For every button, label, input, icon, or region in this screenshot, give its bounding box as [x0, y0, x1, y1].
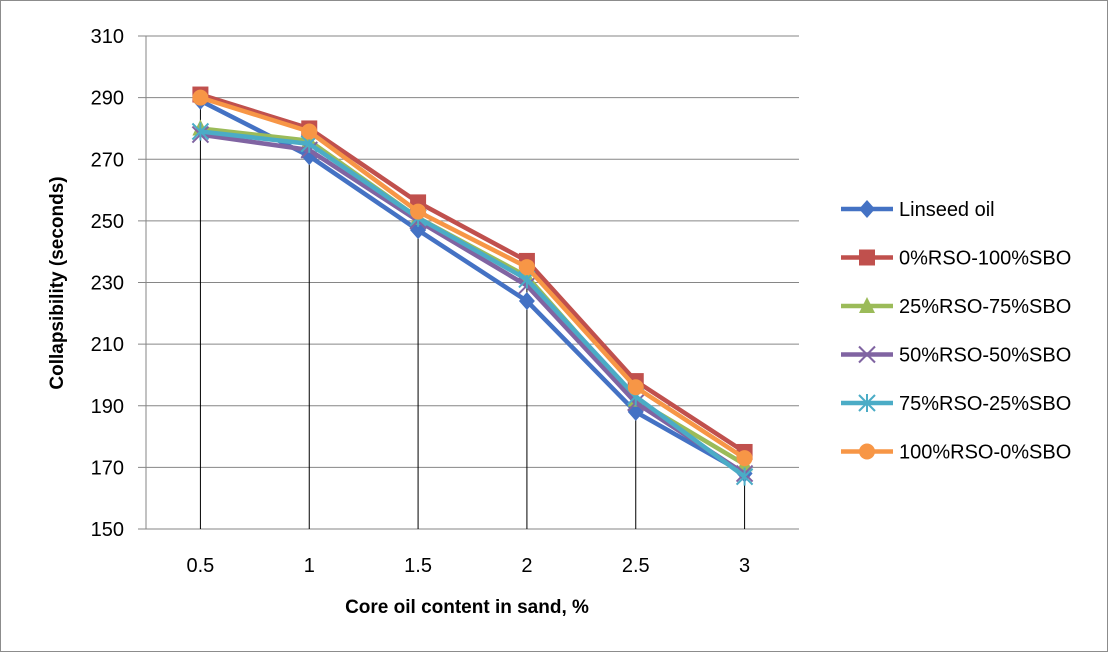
data-point: [301, 123, 318, 140]
x-tick-label: 2: [521, 555, 532, 577]
data-point: [191, 122, 210, 141]
data-point: [518, 291, 535, 310]
legend-marker: [858, 345, 876, 364]
x-tick-label: 1.5: [404, 555, 432, 577]
legend-entry: 100%RSO-0%SBO: [841, 442, 1071, 464]
series-100-rso-0-sbo: [192, 89, 753, 467]
legend-marker: [859, 297, 875, 313]
x-tick-label: 1: [304, 555, 315, 577]
x-axis-title: Core oil content in sand, %: [345, 597, 589, 618]
data-point: [735, 467, 754, 486]
legend-label: 75%RSO-25%SBO: [899, 393, 1071, 415]
legend-marker: [859, 443, 875, 460]
x-tick-label: 2.5: [622, 555, 650, 577]
x-tick-label: 0.5: [187, 555, 215, 577]
y-tick-label: 310: [91, 26, 124, 48]
legend-label: 25%RSO-75%SBO: [899, 296, 1071, 318]
y-tick-label: 270: [91, 149, 124, 171]
series-line: [200, 132, 746, 476]
y-axis-title: Collapsibility (seconds): [47, 176, 68, 389]
y-tick-label: 230: [91, 273, 124, 295]
axes: 150 170 190 210 230 250 270 290 310 0.5 1 1.5 2 2.5 3: [91, 26, 751, 577]
legend-entry: 75%RSO-25%SBO: [841, 393, 1071, 415]
legend-marker: [859, 200, 875, 218]
data-point: [192, 89, 209, 106]
data-point: [627, 379, 644, 396]
legend-entry: 25%RSO-75%SBO: [841, 296, 1071, 318]
legend-marker: [858, 394, 876, 412]
legend-label: 0%RSO-100%SBO: [899, 248, 1071, 270]
gridlines: [138, 35, 799, 530]
legend-entry: 0%RSO-100%SBO: [841, 248, 1071, 270]
legend-entry: 50%RSO-50%SBO: [841, 345, 1071, 367]
data-point: [518, 259, 535, 276]
y-tick-label: 250: [91, 211, 124, 233]
series-group: [191, 86, 754, 486]
drop-lines: [199, 94, 746, 529]
legend: Linseed oil 0%RSO-100%SBO 25%RSO-75%SBO 50%…: [841, 199, 1071, 464]
series-0-rso-100-sbo: [192, 86, 753, 460]
y-tick-label: 170: [91, 457, 124, 479]
y-tick-label: 210: [91, 334, 124, 356]
data-point: [736, 450, 753, 467]
legend-label: Linseed oil: [899, 199, 995, 221]
series-line: [199, 95, 746, 461]
y-tick-label: 150: [91, 519, 124, 541]
y-tick-label: 290: [91, 88, 124, 110]
series-line: [199, 92, 746, 454]
y-tick-label: 190: [91, 396, 124, 418]
data-point: [410, 203, 427, 220]
legend-marker: [859, 249, 875, 266]
x-tick-label: 3: [739, 555, 750, 577]
series-line: [200, 129, 746, 479]
legend-label: 50%RSO-50%SBO: [899, 345, 1071, 367]
legend-entry: Linseed oil: [841, 199, 995, 221]
legend-label: 100%RSO-0%SBO: [899, 442, 1071, 464]
